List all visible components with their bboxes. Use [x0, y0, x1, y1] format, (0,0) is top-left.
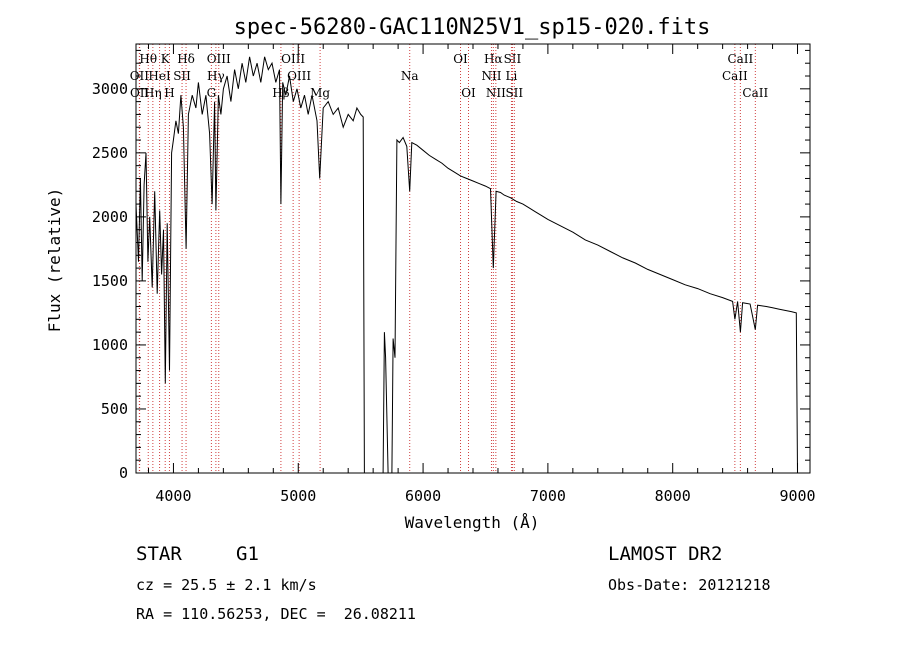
line-marker-label: OI: [453, 52, 468, 66]
coords-text: RA = 110.56253, DEC = 26.08211: [136, 605, 416, 623]
obs-date-text: Obs-Date: 20121218: [608, 576, 771, 594]
x-tick-label: 8000: [655, 487, 691, 505]
redshift-text: cz = 25.5 ± 2.1 km/s: [136, 576, 317, 594]
line-marker-label: Na: [401, 69, 419, 83]
line-markers: HθOIIOIIKHeIHηHHδSIIOIIIHγGOIIIOIIIHβMgN…: [130, 44, 768, 473]
x-tick-label: 9000: [779, 487, 815, 505]
line-marker-label: Hγ: [207, 69, 225, 83]
line-marker-label: CaII: [742, 86, 768, 100]
line-marker-label: Hθ: [139, 52, 157, 66]
x-tick-label: 5000: [280, 487, 316, 505]
line-marker-label: NII: [486, 86, 506, 100]
line-marker-label: Hδ: [177, 52, 195, 66]
line-marker-label: Hβ: [272, 86, 289, 100]
x-tick-label: 4000: [155, 487, 191, 505]
line-marker-label: OIII: [287, 69, 311, 83]
line-marker-label: NII: [481, 69, 501, 83]
line-marker-label: HeI: [148, 69, 171, 83]
line-marker-label: OIII: [207, 52, 231, 66]
line-marker-label: Hα: [484, 52, 503, 66]
line-marker-label: CaII: [727, 52, 753, 66]
axes: 4000 5000 6000 7000 8000 9000 0 500 1000 1500 2000…: [92, 44, 816, 505]
x-tick-label: 7000: [530, 487, 566, 505]
line-marker-label: Hη: [144, 86, 162, 100]
y-tick-label: 2500: [92, 144, 128, 162]
x-axis-label: Wavelength (Å): [405, 513, 540, 532]
y-tick-label: 3000: [92, 80, 128, 98]
line-marker-label: OI: [461, 86, 476, 100]
object-class: STAR: [136, 543, 182, 565]
line-marker-label: SII: [505, 86, 523, 100]
line-marker-label: Li: [506, 69, 518, 83]
line-marker-label: SII: [173, 69, 191, 83]
object-subclass: G1: [236, 543, 259, 565]
line-marker-label: K: [161, 52, 171, 66]
line-marker-label: OIII: [281, 52, 305, 66]
y-tick-label: 500: [101, 400, 128, 418]
line-marker-label: Mg: [310, 86, 330, 100]
y-tick-label: 1500: [92, 272, 128, 290]
chart-title: spec-56280-GAC110N25V1_sp15-020.fits: [234, 15, 711, 40]
y-tick-label: 2000: [92, 208, 128, 226]
y-tick-label: 1000: [92, 336, 128, 354]
line-marker-label: H: [164, 86, 174, 100]
y-axis-label: Flux (relative): [45, 188, 64, 333]
plot-frame: [135, 43, 811, 474]
x-tick-label: 6000: [405, 487, 441, 505]
y-tick-label: 0: [119, 464, 128, 482]
line-marker-label: CaII: [722, 69, 748, 83]
line-marker-label: G: [207, 86, 217, 100]
series-flux-line: [135, 56, 798, 474]
survey-label: LAMOST DR2: [608, 543, 723, 565]
line-marker-label: SII: [504, 52, 522, 66]
line-marker-label: OII: [130, 86, 150, 100]
